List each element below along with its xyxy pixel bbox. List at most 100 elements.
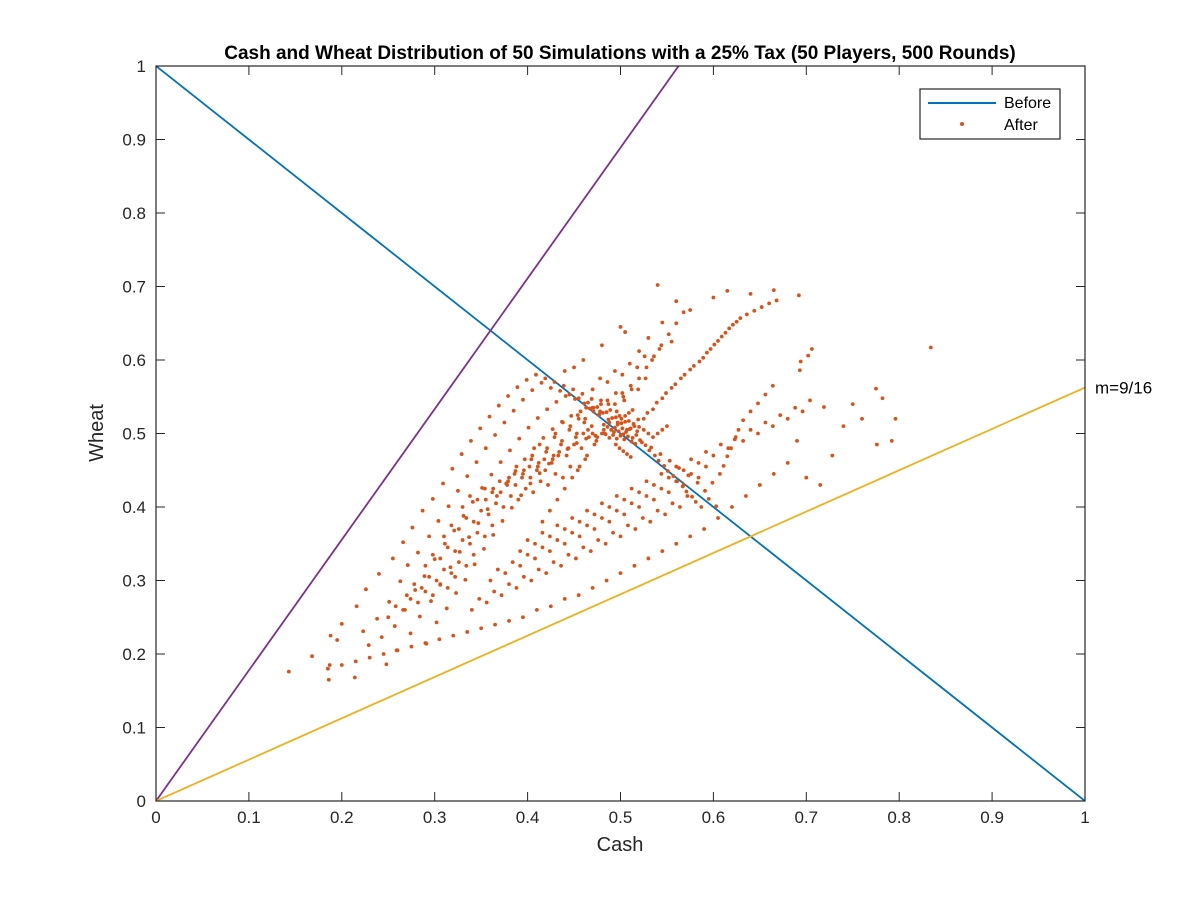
scatter-point [364, 587, 368, 592]
scatter-point [633, 527, 638, 531]
scatter-point [641, 416, 646, 421]
scatter-point [677, 466, 681, 470]
scatter-point [514, 464, 519, 469]
scatter-point [528, 475, 533, 480]
scatter-point [539, 380, 544, 385]
scatter-point [603, 432, 608, 437]
scatter-point [459, 452, 464, 456]
scatter-point [534, 608, 539, 612]
scatter-point [490, 523, 495, 528]
scatter-point [471, 519, 476, 524]
scatter-point [613, 442, 618, 447]
scatter-point [748, 291, 753, 296]
scatter-point [401, 540, 406, 545]
scatter-point [793, 405, 798, 410]
scatter-point [617, 413, 622, 418]
scatter-point [850, 402, 855, 406]
scatter-point [471, 552, 476, 557]
y-tick-label: 0.1 [122, 719, 146, 738]
scatter-point [626, 523, 630, 528]
scatter-point [544, 571, 549, 576]
scatter-point [655, 508, 660, 513]
scatter-point [639, 440, 644, 445]
legend-before-label: Before [1004, 95, 1051, 112]
scatter-point [674, 321, 679, 326]
scatter-point [538, 479, 543, 484]
scatter-point [719, 334, 724, 339]
scatter-point [526, 425, 531, 430]
scatter-point [622, 398, 627, 403]
scatter-point [452, 528, 457, 533]
x-tick-label: 0.5 [609, 808, 633, 827]
scatter-point [513, 483, 518, 487]
scatter-point [625, 452, 629, 456]
scatter-point [759, 305, 764, 309]
scatter-point [536, 461, 541, 465]
scatter-point [381, 652, 386, 656]
scatter-point [598, 409, 602, 414]
scatter-point [327, 663, 332, 667]
scatter-point [669, 339, 674, 344]
scatter-point [582, 420, 587, 425]
scatter-point [482, 486, 487, 491]
scatter-point [574, 435, 578, 440]
scatter-point [484, 600, 489, 605]
scatter-point [690, 494, 694, 499]
scatter-point [498, 490, 503, 495]
scatter-point [554, 399, 559, 404]
scatter-point [615, 420, 620, 425]
scatter-point [660, 549, 665, 553]
scatter-point [446, 504, 451, 509]
scatter-point [398, 579, 403, 584]
scatter-point [562, 527, 567, 531]
scatter-point [619, 421, 624, 426]
scatter-point [643, 443, 648, 448]
scatter-point [482, 534, 487, 539]
scatter-point [621, 432, 626, 437]
scatter-point [606, 402, 611, 406]
scatter-point [629, 387, 634, 392]
scatter-point [630, 408, 635, 412]
scatter-point [613, 425, 617, 430]
scatter-point [632, 563, 637, 568]
scatter-point [537, 442, 542, 447]
scatter-point [659, 472, 664, 476]
scatter-point [498, 460, 503, 465]
scatter-point [736, 427, 741, 432]
scatter-point [524, 377, 529, 382]
scatter-point [310, 654, 314, 659]
scatter-point [592, 442, 597, 447]
annotation-layer: m=9/16 [1095, 379, 1152, 398]
scatter-point [493, 622, 497, 627]
scatter-point [874, 386, 878, 391]
scatter-point [744, 494, 748, 498]
scatter-point [410, 525, 415, 530]
scatter-point [465, 630, 470, 634]
scatter-point [610, 416, 615, 420]
scatter-point [599, 398, 603, 403]
scatter-point [483, 446, 488, 451]
scatter-point [540, 530, 545, 535]
scatter-point [562, 541, 567, 546]
scatter-point [601, 427, 606, 432]
x-tick-label: 0.3 [423, 808, 447, 827]
scatter-point [570, 530, 575, 535]
scatter-point [613, 415, 618, 420]
scatter-point [423, 563, 428, 568]
y-tick-label: 0.8 [122, 204, 146, 223]
scatter-point [495, 567, 500, 572]
scatter-point [599, 402, 603, 406]
x-tick-label: 0.4 [516, 808, 540, 827]
scatter-point [460, 538, 465, 542]
scatter-point [577, 519, 582, 524]
scatter-point [461, 513, 466, 518]
scatter-point [596, 538, 601, 542]
scatter-point [581, 358, 586, 362]
scatter-point [453, 549, 458, 553]
scatter-point [659, 486, 664, 491]
scatter-point [612, 430, 616, 434]
scatter-point [543, 376, 548, 381]
scatter-point [592, 512, 597, 517]
scatter-point [654, 400, 659, 405]
scatter-point [601, 422, 606, 427]
